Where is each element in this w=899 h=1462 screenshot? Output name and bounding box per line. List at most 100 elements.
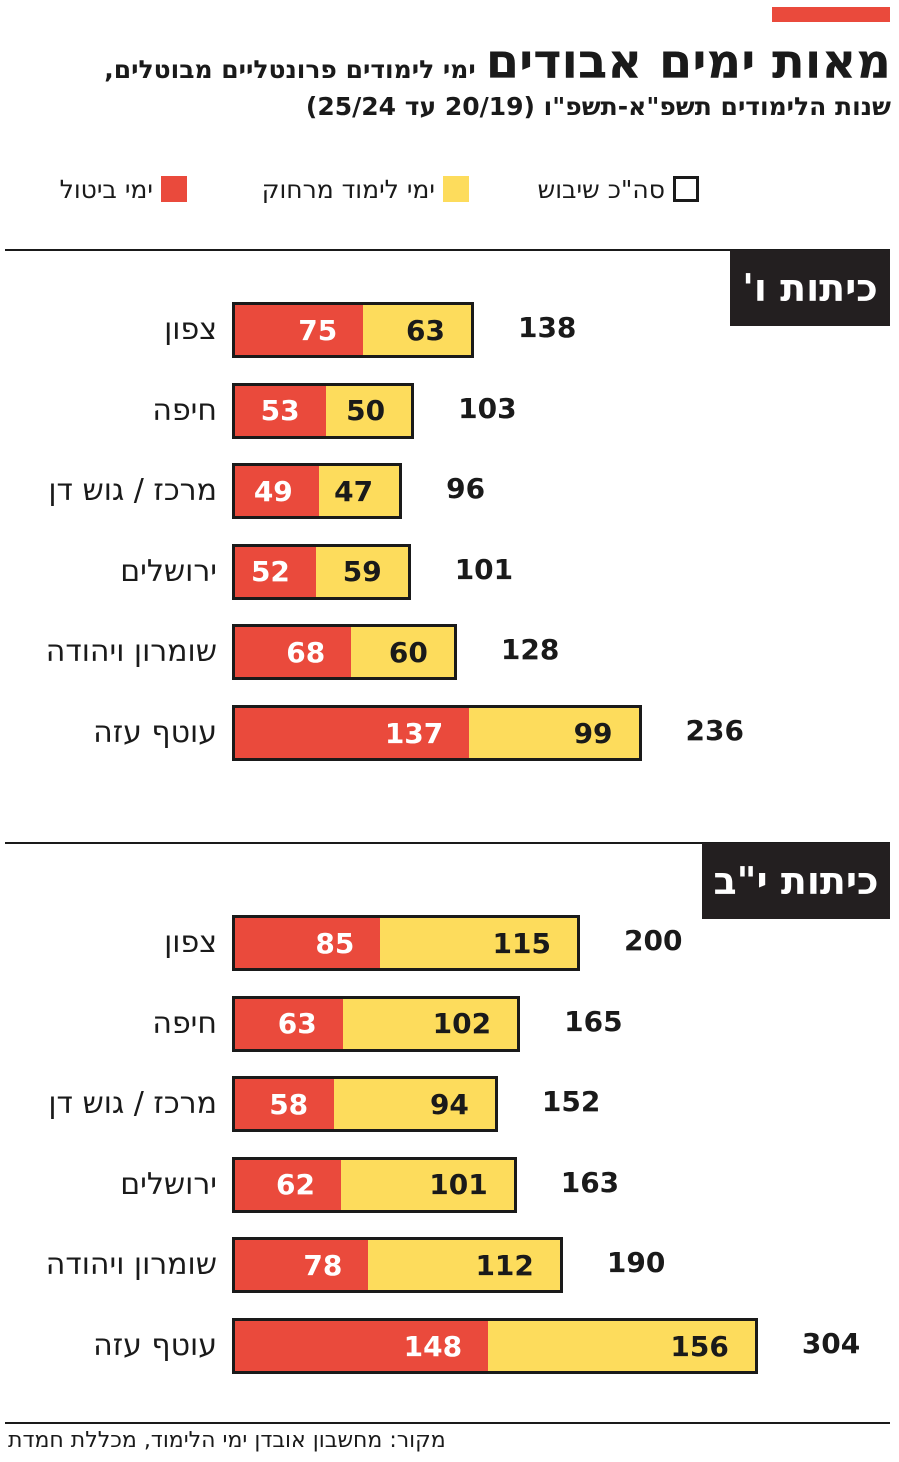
bar-value-remote: 156 <box>670 1329 729 1363</box>
bar-value-cancel: 52 <box>250 555 290 589</box>
stacked-bar: 75 63 <box>232 302 474 358</box>
bar-total-label: 138 <box>517 311 577 344</box>
bar-segment-remote: 59 <box>315 546 408 597</box>
bar-total-label: 165 <box>564 1004 623 1038</box>
legend-item-remote: ימי לימוד מרחוק <box>262 172 469 206</box>
bar-value-cancel: 75 <box>298 313 338 347</box>
bar-segment-remote: 102 <box>342 998 518 1049</box>
bar-segment-cancel: 137 <box>235 708 470 758</box>
bar-total-label: 128 <box>500 633 560 667</box>
legend-swatch-total <box>673 176 699 202</box>
bar-value-cancel: 78 <box>303 1248 343 1282</box>
bar-total-label: 96 <box>446 472 486 506</box>
legend-swatch-cancel <box>161 176 187 202</box>
bar-segment-remote: 99 <box>469 708 639 758</box>
section-separator <box>5 249 890 251</box>
bar-value-remote: 112 <box>475 1248 534 1282</box>
legend-swatch-remote <box>443 176 469 202</box>
bar-segment-cancel: 75 <box>235 305 364 355</box>
stacked-bar: 78 112 <box>232 1237 563 1294</box>
bar-segment-cancel: 52 <box>235 546 316 597</box>
bar-value-cancel: 62 <box>276 1168 316 1202</box>
bar-total-label: 163 <box>560 1165 620 1199</box>
bar-value-remote: 115 <box>492 926 551 960</box>
subtitle-part-a: ימי לימודים פרונטליים מבוטלים, <box>104 55 476 84</box>
category-label: ירושלים <box>120 553 217 589</box>
bar-total-label: 103 <box>458 391 517 425</box>
category-label: חיפה <box>152 392 217 428</box>
bar-segment-remote: 156 <box>488 1321 755 1371</box>
bar-value-remote: 63 <box>406 313 445 347</box>
stacked-bar: 62 101 <box>232 1156 517 1213</box>
category-label: צפון <box>164 925 217 960</box>
bar-value-remote: 59 <box>342 555 382 589</box>
bar-value-remote: 47 <box>334 474 374 508</box>
bar-segment-remote: 63 <box>363 305 471 355</box>
section-tag-grade6: כיתות ו' <box>730 250 890 326</box>
category-label: עוטף עזה <box>93 715 217 750</box>
bar-value-cancel: 137 <box>384 716 444 750</box>
bar-value-remote: 94 <box>429 1087 469 1121</box>
legend-label-total: סה"כ שיבוש <box>537 174 665 204</box>
bar-value-remote: 99 <box>573 716 613 750</box>
bar-segment-cancel: 53 <box>235 385 326 436</box>
subtitle-part-b: שנות הלימודים תשפ"א-תשפ"ו (20/19 עד 25/2… <box>305 92 891 121</box>
category-label: עוטף עזה <box>93 1328 217 1363</box>
footer-separator <box>5 1422 890 1424</box>
bar-segment-remote: 47 <box>318 466 400 517</box>
bar-segment-cancel: 68 <box>235 627 352 678</box>
bar-segment-remote: 60 <box>351 627 454 678</box>
chart-title: מאות ימים אבודים ימי לימודים פרונטליים מב… <box>104 32 891 103</box>
category-label: שומרון ויהודה <box>45 1247 217 1283</box>
stacked-bar: 58 94 <box>232 1076 498 1133</box>
bar-value-cancel: 68 <box>286 635 326 669</box>
stacked-bar: 52 59 <box>232 543 411 600</box>
main-title: מאות ימים אבודים <box>485 34 891 90</box>
category-label: מרכז / גוש דן <box>48 473 217 509</box>
legend-label-cancel: ימי ביטול <box>59 174 153 204</box>
bar-value-cancel: 148 <box>403 1329 463 1363</box>
bar-segment-cancel: 62 <box>235 1159 342 1210</box>
bar-segment-cancel: 148 <box>235 1321 489 1371</box>
bar-segment-remote: 101 <box>341 1159 514 1210</box>
stacked-bar: 85 115 <box>232 915 580 971</box>
bar-segment-cancel: 49 <box>235 466 319 517</box>
category-label: ירושלים <box>120 1166 217 1202</box>
bar-segment-cancel: 78 <box>235 1240 369 1291</box>
bar-value-cancel: 85 <box>315 926 355 960</box>
bar-value-cancel: 58 <box>269 1087 309 1121</box>
bar-total-label: 190 <box>606 1246 666 1280</box>
bar-segment-cancel: 63 <box>235 998 343 1049</box>
stacked-bar: 63 102 <box>232 995 521 1052</box>
section-separator <box>5 842 890 844</box>
category-label: שומרון ויהודה <box>45 634 217 670</box>
source-note: מקור: מחשבון אובדן ימי הלימוד, מכללת חמד… <box>8 1428 446 1453</box>
bar-segment-remote: 112 <box>368 1240 560 1291</box>
bar-segment-cancel: 58 <box>235 1079 335 1130</box>
category-label: צפון <box>164 312 217 347</box>
bar-value-remote: 101 <box>429 1168 488 1202</box>
legend-label-remote: ימי לימוד מרחוק <box>261 174 435 204</box>
bar-value-remote: 50 <box>346 394 386 428</box>
bar-total-label: 304 <box>801 1327 861 1360</box>
bar-segment-remote: 50 <box>325 385 412 436</box>
category-label: חיפה <box>152 1005 217 1041</box>
bar-total-label: 236 <box>685 714 744 747</box>
stacked-bar: 137 99 <box>232 705 642 761</box>
section-tag-grade12: כיתות י"ב <box>702 843 890 919</box>
stacked-bar: 148 156 <box>232 1318 758 1374</box>
accent-bar <box>772 7 890 22</box>
stacked-bar: 53 50 <box>232 382 415 439</box>
legend-item-cancel: ימי ביטול <box>60 172 187 206</box>
bar-value-remote: 102 <box>432 1007 492 1041</box>
legend-item-total: סה"כ שיבוש <box>537 172 699 206</box>
stacked-bar: 68 60 <box>232 624 457 681</box>
bar-value-cancel: 49 <box>253 474 293 508</box>
category-label: מרכז / גוש דן <box>48 1086 217 1122</box>
bar-total-label: 152 <box>541 1085 601 1119</box>
stacked-bar: 49 47 <box>232 463 403 520</box>
bar-total-label: 200 <box>624 924 683 957</box>
bar-value-cancel: 63 <box>277 1007 317 1041</box>
bar-segment-remote: 115 <box>380 918 577 968</box>
bar-total-label: 101 <box>454 552 514 586</box>
